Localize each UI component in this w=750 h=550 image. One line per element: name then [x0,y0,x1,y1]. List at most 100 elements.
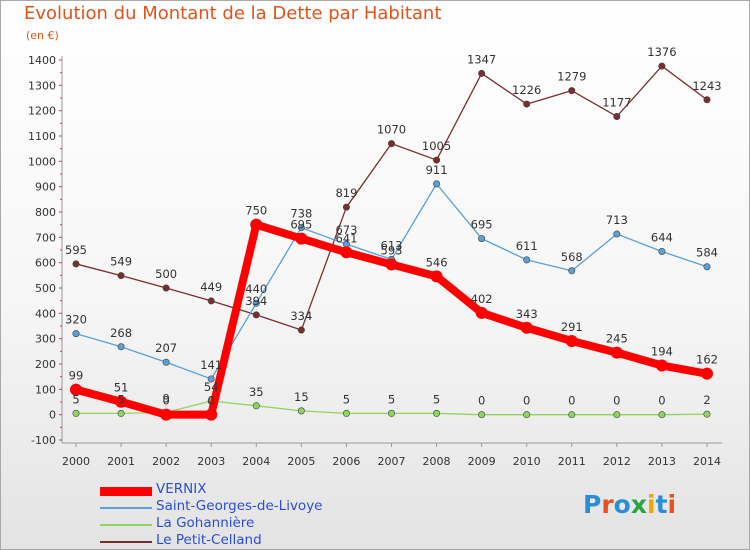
data-point-le-petit-celland [387,140,395,148]
y-tick-label: 700 [35,231,56,244]
data-label-vernix: 99 [69,369,84,383]
legend-label: Le Petit-Celland [156,532,262,548]
data-point-vernix [160,408,173,421]
data-point-la-gohanniere [342,409,350,417]
data-point-la-gohanniere [523,411,531,419]
data-point-saint-georges-de-livoye [523,256,531,264]
data-point-vernix [610,346,623,359]
data-label-la-gohanniere: 0 [568,394,575,408]
data-point-saint-georges-de-livoye [297,224,305,232]
chart-title: Evolution du Montant de la Dette par Hab… [24,3,442,24]
data-label-la-gohanniere: 35 [249,385,264,399]
data-point-la-gohanniere [433,409,441,417]
data-label-le-petit-celland: 449 [200,280,222,294]
data-point-vernix [340,246,353,259]
logo-letter: o [613,490,631,519]
data-label-le-petit-celland: 1243 [692,79,721,93]
logo-letter: i [667,490,677,519]
data-point-saint-georges-de-livoye [72,330,80,338]
data-point-le-petit-celland [117,272,125,280]
data-point-vernix [295,232,308,245]
data-point-saint-georges-de-livoye [117,343,125,351]
data-label-la-gohanniere: 0 [613,394,620,408]
x-tick-label: 2014 [693,455,721,468]
logo-letter: P [583,490,602,519]
data-point-saint-georges-de-livoye [478,235,486,243]
data-label-saint-georges-de-livoye: 268 [110,326,132,340]
data-point-vernix [520,321,533,334]
data-label-la-gohanniere: 5 [433,392,440,406]
x-tick-label: 2012 [603,455,631,468]
data-point-le-petit-celland [342,203,350,211]
data-label-le-petit-celland: 1070 [377,123,406,137]
data-point-la-gohanniere [252,402,260,410]
data-label-vernix: 641 [335,231,357,245]
legend-label: VERNIX [156,481,207,497]
x-tick-label: 2010 [513,455,541,468]
data-point-saint-georges-de-livoye [658,248,666,256]
data-point-la-gohanniere [703,410,711,418]
data-label-la-gohanniere: 5 [388,392,395,406]
x-tick-label: 2009 [468,455,496,468]
data-label-saint-georges-de-livoye: 611 [516,239,538,253]
data-label-la-gohanniere: 9 [162,391,169,405]
data-point-vernix [205,408,218,421]
data-label-le-petit-celland: 1279 [557,70,586,84]
data-point-la-gohanniere [568,411,576,419]
data-label-vernix: 343 [516,307,538,321]
data-point-le-petit-celland [207,297,215,305]
data-label-saint-georges-de-livoye: 911 [426,163,448,177]
x-tick-label: 2005 [287,455,315,468]
data-label-saint-georges-de-livoye: 713 [606,213,628,227]
data-point-saint-georges-de-livoye [613,230,621,238]
data-point-le-petit-celland [297,326,305,334]
data-point-la-gohanniere [117,409,125,417]
data-label-le-petit-celland: 394 [245,294,267,308]
data-label-la-gohanniere: 5 [72,392,79,406]
data-label-saint-georges-de-livoye: 207 [155,341,177,355]
data-point-le-petit-celland [658,62,666,70]
data-point-la-gohanniere [478,411,486,419]
data-point-le-petit-celland [433,156,441,164]
line-chart: -100010020030040050060070080090010001100… [28,45,722,468]
data-point-saint-georges-de-livoye [252,299,260,307]
data-point-vernix [475,306,488,319]
legend-swatch [100,524,152,526]
data-point-le-petit-celland [478,69,486,77]
y-tick-label: 600 [35,257,56,270]
data-label-vernix: 695 [290,218,312,232]
data-label-vernix: 245 [606,332,628,346]
data-point-le-petit-celland [703,96,711,104]
data-point-le-petit-celland [252,311,260,319]
legend-swatch [100,486,152,496]
data-label-saint-georges-de-livoye: 141 [200,358,222,372]
data-label-saint-georges-de-livoye: 584 [696,246,718,260]
data-point-vernix [700,367,713,380]
data-label-le-petit-celland: 500 [155,267,177,281]
legend-item-le-petit-celland: Le Petit-Celland [100,532,360,550]
data-point-le-petit-celland [72,260,80,268]
data-label-vernix: 162 [696,353,718,367]
data-label-vernix: 593 [381,243,403,257]
y-tick-label: 1000 [28,155,56,168]
x-tick-label: 2002 [152,455,180,468]
legend-swatch [100,507,152,509]
legend-label: La Gohannière [156,515,255,531]
x-tick-label: 2013 [648,455,676,468]
data-label-le-petit-celland: 1177 [602,95,631,109]
data-label-saint-georges-de-livoye: 738 [290,207,312,221]
data-label-le-petit-celland: 1226 [512,83,541,97]
y-tick-label: 1100 [28,130,56,143]
x-tick-label: 2001 [107,455,135,468]
y-tick-label: 400 [35,307,56,320]
data-point-saint-georges-de-livoye [703,263,711,271]
data-label-la-gohanniere: 0 [523,394,530,408]
logo-letter: r [601,490,614,519]
y-tick-label: 1400 [28,54,56,67]
logo-letter: t [655,490,668,519]
data-label-le-petit-celland: 549 [110,255,132,269]
data-point-vernix [115,395,128,408]
y-tick-label: 1200 [28,105,56,118]
y-tick-label: 900 [35,181,56,194]
data-point-vernix [655,359,668,372]
